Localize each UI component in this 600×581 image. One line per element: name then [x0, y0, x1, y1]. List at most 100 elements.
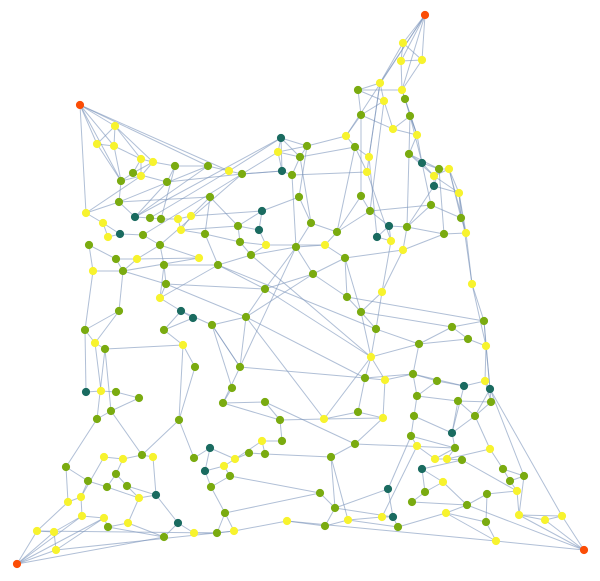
graph-edge	[457, 400, 492, 403]
graph-node-dark-teal	[277, 166, 287, 176]
graph-node-green	[332, 227, 342, 237]
graph-node-green	[420, 487, 430, 497]
graph-node-dark-teal	[417, 464, 427, 474]
graph-edge	[16, 517, 105, 565]
graph-node-green	[159, 260, 169, 270]
graph-node-yellow	[136, 171, 146, 181]
graph-node-green	[353, 407, 363, 417]
graph-node-yellow	[442, 454, 452, 464]
graph-edge	[277, 145, 308, 153]
graph-node-yellow	[224, 166, 234, 176]
graph-edge	[406, 226, 445, 235]
graph-node-green	[111, 254, 121, 264]
graph-edge	[471, 283, 487, 347]
graph-node-green	[114, 306, 124, 316]
graph-edge	[159, 264, 219, 299]
graph-node-green	[315, 488, 325, 498]
graph-node-yellow	[178, 340, 188, 350]
graph-edge	[485, 345, 491, 390]
graph-node-yellow	[319, 414, 329, 424]
edges-layer	[16, 14, 585, 565]
graph-edge	[55, 517, 105, 551]
graph-node-yellow	[229, 526, 239, 536]
graph-edge	[85, 201, 120, 214]
graph-node-dark-teal	[384, 221, 394, 231]
graph-edge	[379, 42, 404, 84]
graph-node-yellow	[378, 413, 388, 423]
graph-node-green	[102, 482, 112, 492]
graph-edge	[159, 173, 243, 246]
graph-node-green	[450, 443, 460, 453]
graph-edge	[65, 466, 89, 482]
graph-edge	[298, 145, 308, 198]
graph-edge	[518, 514, 546, 521]
graph-edge	[489, 388, 525, 477]
graph-node-dark-teal	[151, 490, 161, 500]
graph-edge	[114, 125, 154, 163]
graph-edge	[264, 246, 297, 290]
graph-edge	[442, 481, 468, 506]
graph-edge	[360, 311, 453, 328]
graph-node-green	[350, 439, 360, 449]
graph-edge	[416, 380, 438, 397]
graph-edge	[155, 494, 179, 524]
graph-node-green	[406, 431, 416, 441]
graph-edge	[489, 388, 563, 517]
graph-node-green	[92, 414, 102, 424]
graph-node-yellow	[81, 208, 91, 218]
graph-edge	[408, 115, 411, 155]
graph-node-green	[218, 398, 228, 408]
graph-node-dark-teal	[81, 387, 91, 397]
graph-edge	[79, 104, 116, 127]
graph-node-yellow	[441, 508, 451, 518]
graph-node-yellow	[454, 188, 464, 198]
graph-edge	[421, 468, 444, 483]
graph-edge	[411, 501, 468, 506]
graph-node-dark-teal	[417, 158, 427, 168]
graph-edge	[94, 342, 102, 392]
graph-node-green	[294, 192, 304, 202]
graph-node-green	[330, 503, 340, 513]
graph-edge	[210, 486, 226, 514]
graph-node-yellow	[51, 545, 61, 555]
graph-node-yellow	[341, 131, 351, 141]
graph-node-green	[138, 230, 148, 240]
graph-node-yellow	[512, 486, 522, 496]
graph-edge	[241, 151, 279, 175]
graph-edge	[245, 273, 314, 318]
graph-edge	[344, 257, 348, 298]
graph-node-green	[122, 481, 132, 491]
graph-node-yellow	[219, 461, 229, 471]
graph-edge	[474, 415, 491, 450]
graph-node-dark-teal	[485, 384, 495, 394]
graph-node-dark-teal	[447, 428, 457, 438]
graph-edge	[299, 146, 356, 158]
graph-node-green	[457, 455, 467, 465]
graph-node-yellow	[386, 236, 396, 246]
graph-edge	[136, 244, 161, 260]
graph-node-yellow	[96, 386, 106, 396]
graph-node-yellow	[480, 376, 490, 386]
graph-edge	[178, 419, 195, 459]
graph-edge	[392, 128, 418, 136]
graph-edge	[165, 283, 247, 318]
graph-node-green	[365, 206, 375, 216]
graph-edge	[166, 173, 243, 183]
graph-node-green	[308, 269, 318, 279]
graph-node-green	[205, 192, 215, 202]
graph-edge	[445, 512, 497, 542]
graph-node-green	[118, 266, 128, 276]
graph-edge	[448, 168, 460, 194]
graph-node-yellow	[88, 266, 98, 276]
graph-edge	[334, 488, 389, 509]
graph-node-dark-teal	[388, 512, 398, 522]
graph-edge	[163, 310, 182, 331]
graph-edge	[451, 385, 465, 434]
graph-edge	[369, 204, 432, 212]
graph-edge	[486, 490, 518, 495]
graph-node-yellow	[388, 124, 398, 134]
graph-edge	[354, 443, 456, 449]
graph-node-yellow	[76, 492, 86, 502]
graph-node-green	[103, 522, 113, 532]
graph-node-yellow	[155, 293, 165, 303]
